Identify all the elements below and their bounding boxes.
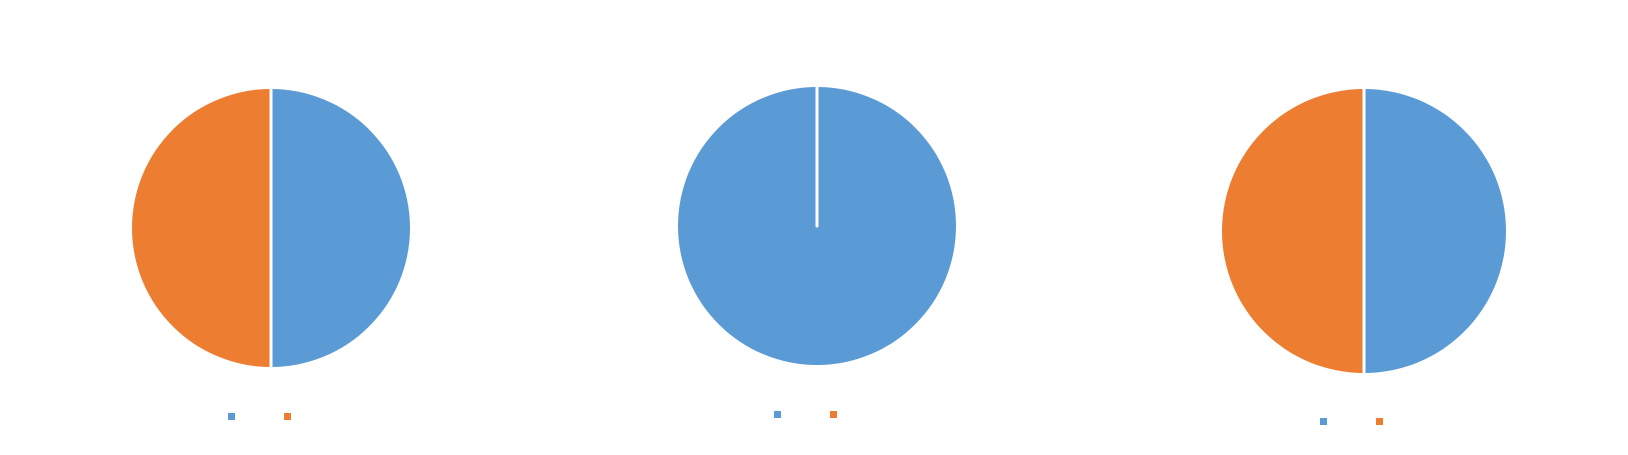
pie-slice-1 <box>271 89 410 367</box>
legend-marker-1 <box>228 413 235 420</box>
pie-chart-1 <box>132 87 410 420</box>
pie-chart-3 <box>1222 87 1506 425</box>
legend-marker-2 <box>830 411 837 418</box>
legend-marker-2 <box>284 413 291 420</box>
legend <box>774 411 837 418</box>
legend <box>228 413 291 420</box>
pie-slice-1 <box>1364 89 1506 373</box>
pie-chart-2 <box>678 85 956 418</box>
legend-marker-1 <box>1320 418 1327 425</box>
legend-marker-1 <box>774 411 781 418</box>
legend-marker-2 <box>1376 418 1383 425</box>
pie-slice-2 <box>132 89 271 367</box>
pie-slice-2 <box>1222 89 1364 373</box>
legend <box>1320 418 1383 425</box>
